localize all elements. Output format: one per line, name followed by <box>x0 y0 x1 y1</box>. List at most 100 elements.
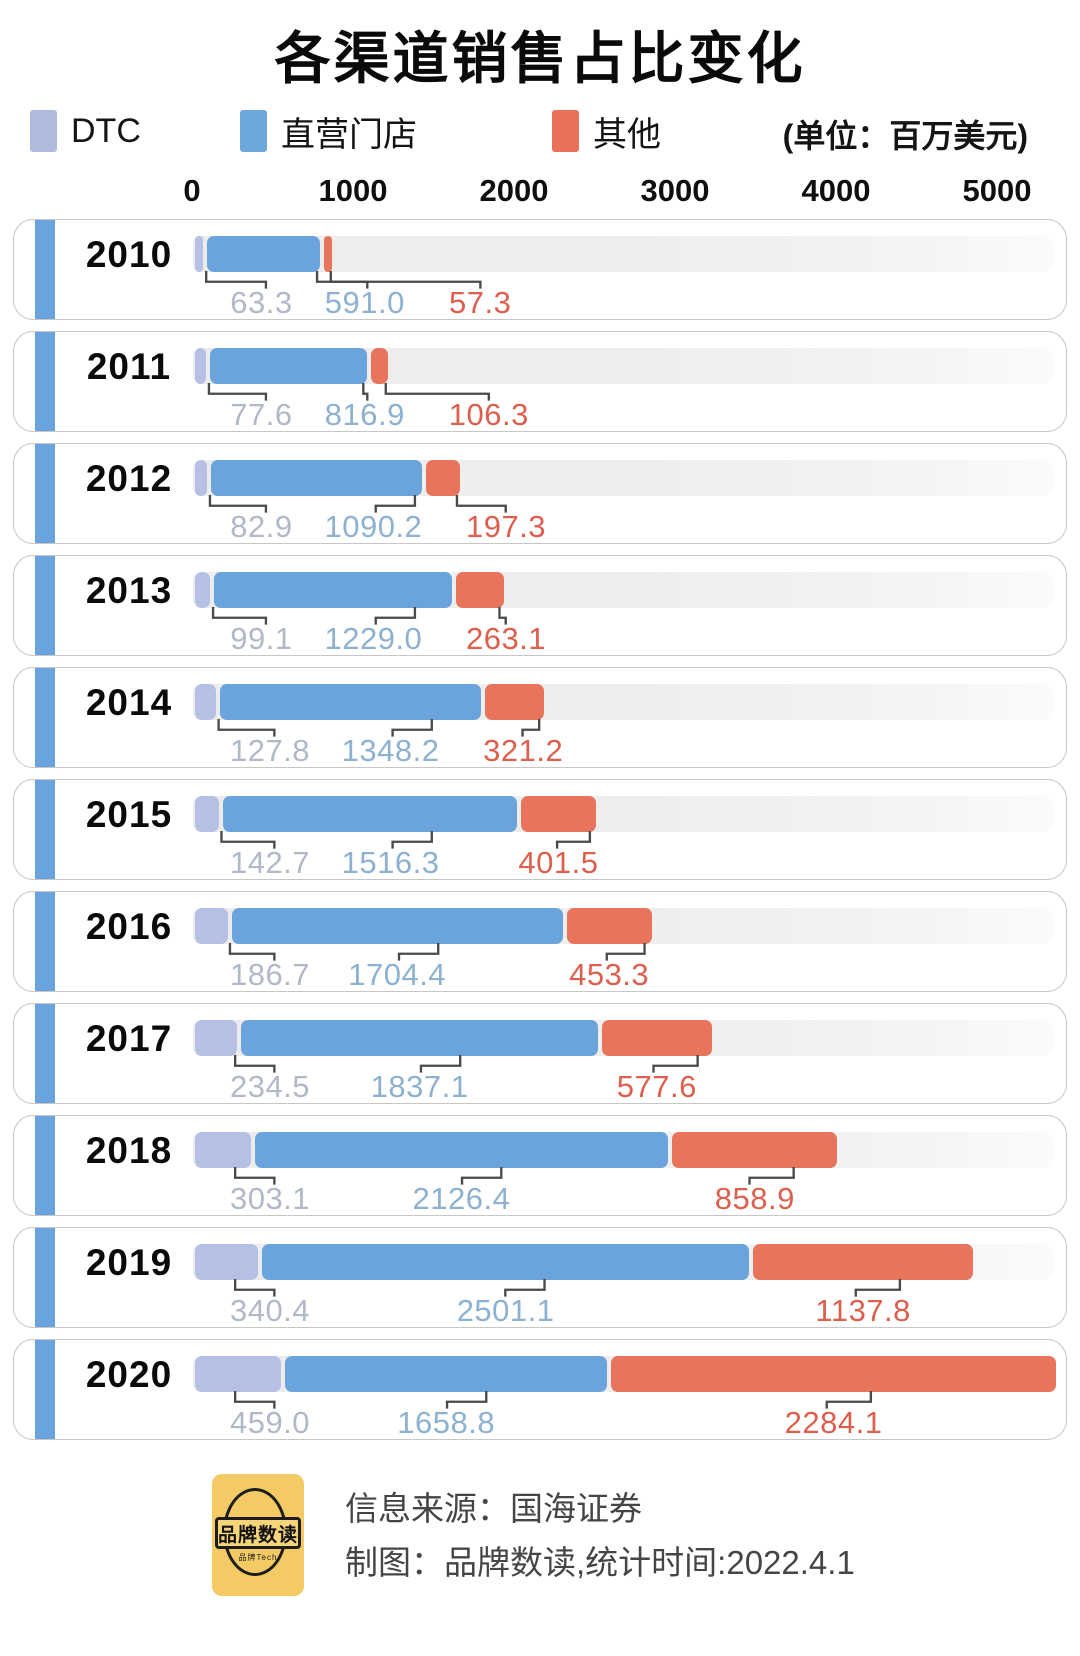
axis-tick: 1000 <box>318 173 388 208</box>
bar-segment-direct-store <box>254 1132 669 1168</box>
bar-segment-dtc <box>195 1356 282 1392</box>
value-label-direct-store: 1348.2 <box>341 733 440 768</box>
bar-segment-other <box>485 684 545 720</box>
legend-label: DTC <box>71 111 141 150</box>
value-label-direct-store: 2501.1 <box>456 1293 555 1328</box>
value-label-other: 2284.1 <box>784 1405 883 1440</box>
legend-label: 直营门店 <box>281 115 417 154</box>
chart-row-2010: 2010 63.3 591.0 57.3 <box>13 219 1067 320</box>
legend-item-dtc: DTC <box>30 105 141 157</box>
value-label-other: 197.3 <box>465 509 547 544</box>
legend-swatch <box>240 110 267 152</box>
logo-subtext: 品牌Tech <box>238 1553 278 1562</box>
bar-segment-other <box>323 236 332 272</box>
value-label-dtc: 340.4 <box>229 1293 311 1328</box>
bar-segment-dtc <box>195 908 228 944</box>
legend-item-other: 其他 <box>552 105 661 157</box>
source-text: 信息来源：国海证券 <box>345 1490 642 1527</box>
row-year-label: 2019 <box>85 1242 173 1283</box>
bar-segment-direct-store <box>211 460 422 496</box>
row-year-label: 2014 <box>85 682 173 723</box>
value-label-direct-store: 1704.4 <box>348 957 447 992</box>
value-label-other: 321.2 <box>483 733 564 768</box>
value-label-direct-store: 1090.2 <box>324 509 423 544</box>
value-label-other: 263.1 <box>465 621 547 656</box>
row-year-label: 2012 <box>85 458 173 499</box>
bar-segment-other <box>425 460 461 496</box>
row-accent-bar <box>35 668 55 767</box>
row-accent-bar <box>35 1004 55 1103</box>
value-label-other: 57.3 <box>449 285 512 320</box>
value-label-dtc: 63.3 <box>230 285 293 320</box>
bar-segment-other <box>455 572 504 608</box>
bar-segment-dtc <box>195 1132 251 1168</box>
value-label-dtc: 127.8 <box>229 733 311 768</box>
logo-box: 品牌数读 <box>215 1517 301 1549</box>
bar-segment-direct-store <box>231 908 563 944</box>
row-accent-bar <box>35 220 55 319</box>
row-accent-bar <box>35 1228 55 1327</box>
unit-note: (单位：百万美元) <box>782 118 1028 154</box>
row-year-label: 2013 <box>85 570 173 611</box>
bar-segment-direct-store <box>261 1244 750 1280</box>
value-label-dtc: 82.9 <box>230 509 293 544</box>
bar-segment-direct-store <box>241 1020 599 1056</box>
chart-row-2012: 2012 82.9 1090.2 197.3 <box>13 443 1067 544</box>
bar-segment-other <box>672 1132 838 1168</box>
legend-swatch <box>552 110 579 152</box>
page-title: 各渠道销售占比变化 <box>274 27 806 90</box>
value-label-other: 401.5 <box>518 845 599 880</box>
row-year-label: 2016 <box>85 906 173 947</box>
bar-segment-direct-store <box>207 236 320 272</box>
chart-row-2018: 2018 303.1 2126.4 858.9 <box>13 1115 1067 1216</box>
x-axis: 0 1000 2000 3000 4000 5000 <box>0 173 1080 215</box>
value-label-direct-store: 591.0 <box>324 285 405 320</box>
axis-tick: 0 <box>183 173 201 208</box>
value-label-direct-store: 1516.3 <box>341 845 440 880</box>
value-label-dtc: 142.7 <box>229 845 311 880</box>
row-accent-bar <box>35 1116 55 1215</box>
value-label-dtc: 99.1 <box>230 621 293 656</box>
chart-row-2017: 2017 234.5 1837.1 577.6 <box>13 1003 1067 1104</box>
value-label-direct-store: 1658.8 <box>397 1405 496 1440</box>
bar-segment-dtc <box>195 236 204 272</box>
bar-segment-direct-store <box>214 572 452 608</box>
row-accent-bar <box>35 444 55 543</box>
bar-segment-dtc <box>195 1020 238 1056</box>
bar-segment-dtc <box>195 348 207 384</box>
row-year-label: 2020 <box>85 1354 173 1395</box>
value-label-direct-store: 2126.4 <box>412 1181 511 1216</box>
axis-tick: 5000 <box>962 173 1032 208</box>
value-label-dtc: 303.1 <box>229 1181 311 1216</box>
value-label-direct-store: 1837.1 <box>370 1069 469 1104</box>
chart-row-2011: 2011 77.6 816.9 106.3 <box>13 331 1067 432</box>
legend: DTC 直营门店 其他 (单位：百万美元) <box>0 105 1080 157</box>
bar-segment-other <box>753 1244 973 1280</box>
row-accent-bar <box>35 780 55 879</box>
bar-segment-other <box>611 1356 1056 1392</box>
brand-logo: 品牌数读 品牌Tech <box>212 1474 304 1596</box>
bar-segment-dtc <box>195 460 208 496</box>
value-label-dtc: 77.6 <box>230 397 293 432</box>
bar-segment-other <box>566 908 652 944</box>
logo-text: 品牌数读 <box>218 1524 299 1546</box>
bar-segment-other <box>520 796 596 832</box>
row-accent-bar <box>35 1340 55 1439</box>
bar-track <box>193 236 1053 272</box>
chart-rows: 2010 63.3 591.0 57.3 2011 77.6 816.9 106.3 2012 8… <box>0 219 1080 1440</box>
value-label-dtc: 186.7 <box>229 957 311 992</box>
chart-row-2013: 2013 99.1 1229.0 263.1 <box>13 555 1067 656</box>
axis-tick: 2000 <box>479 173 549 208</box>
bar-segment-direct-store <box>223 796 517 832</box>
chart-row-2019: 2019 340.4 2501.1 1137.8 <box>13 1227 1067 1328</box>
value-label-direct-store: 1229.0 <box>324 621 423 656</box>
value-label-dtc: 459.0 <box>229 1405 311 1440</box>
value-label-direct-store: 816.9 <box>324 397 405 432</box>
chart-row-2016: 2016 186.7 1704.4 453.3 <box>13 891 1067 992</box>
value-label-other: 106.3 <box>448 397 529 432</box>
bar-segment-dtc <box>195 572 211 608</box>
row-year-label: 2010 <box>85 234 173 275</box>
bar-segment-dtc <box>195 684 217 720</box>
legend-label: 其他 <box>593 115 661 154</box>
axis-tick: 3000 <box>640 173 710 208</box>
